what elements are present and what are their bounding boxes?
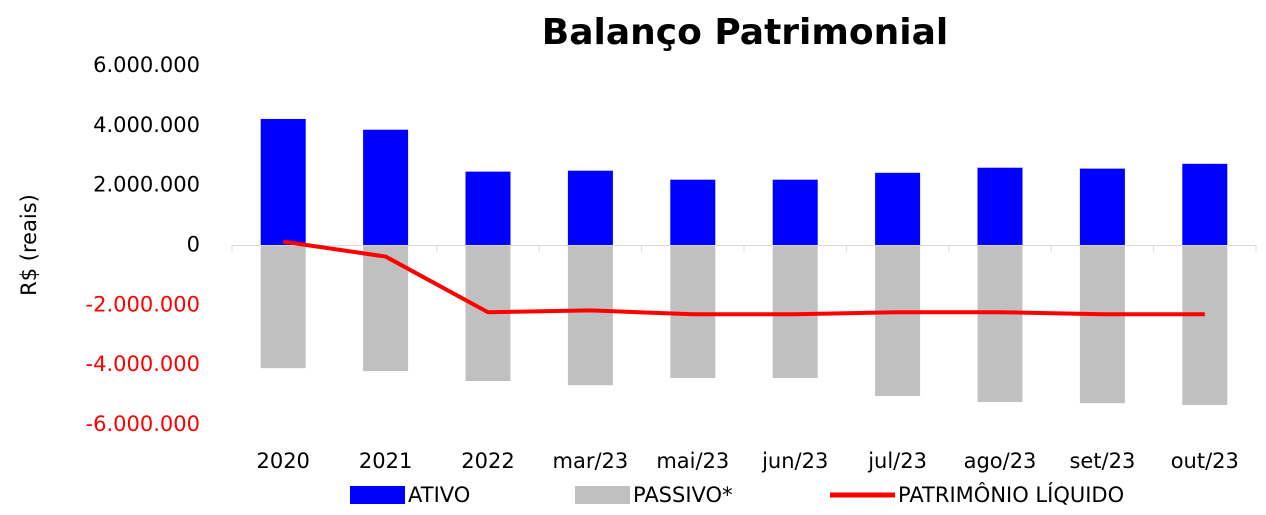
bar — [772, 245, 818, 379]
bar — [1079, 245, 1125, 404]
x-tick-label: set/23 — [1069, 449, 1135, 473]
bar — [670, 179, 716, 246]
legend-label: PATRIMÔNIO LÍQUIDO — [898, 482, 1124, 507]
legend-label: ATIVO — [408, 483, 470, 507]
x-tick-label: 2020 — [256, 449, 309, 473]
bar — [567, 170, 613, 246]
x-tick-label: ago/23 — [964, 449, 1037, 473]
legend-label: PASSIVO* — [633, 483, 733, 507]
bar — [977, 167, 1023, 246]
bar — [1182, 245, 1228, 405]
y-tick-label: -2.000.000 — [86, 292, 200, 316]
legend-swatch — [350, 486, 405, 504]
y-tick-label: 0 — [187, 233, 200, 257]
x-tick-label: out/23 — [1171, 449, 1239, 473]
bar — [260, 245, 306, 369]
bar — [465, 171, 511, 246]
bar — [1182, 163, 1228, 246]
line-series — [282, 239, 1205, 317]
y-tick-label: 6.000.000 — [93, 53, 200, 77]
legend-swatch — [575, 486, 630, 504]
y-axis-label: R$ (reais) — [17, 194, 41, 296]
bar — [875, 172, 921, 246]
bar — [875, 245, 921, 396]
bar — [567, 245, 613, 386]
y-tick-label: 2.000.000 — [93, 173, 200, 197]
chart-title: Balanço Patrimonial — [542, 12, 948, 53]
bar — [1079, 168, 1125, 246]
x-tick-label: jul/23 — [867, 449, 927, 473]
bar — [363, 129, 409, 246]
x-tick-label: mai/23 — [656, 449, 729, 473]
bar — [977, 245, 1023, 402]
y-tick-label: 4.000.000 — [93, 113, 200, 137]
y-tick-label: -6.000.000 — [86, 412, 200, 436]
x-tick-label: mar/23 — [553, 449, 629, 473]
x-tick-label: 2022 — [461, 449, 514, 473]
y-tick-label: -4.000.000 — [86, 352, 200, 376]
bar — [772, 179, 818, 246]
x-tick-label: 2021 — [359, 449, 412, 473]
x-tick-label: jun/23 — [761, 449, 828, 473]
bar — [260, 118, 306, 246]
